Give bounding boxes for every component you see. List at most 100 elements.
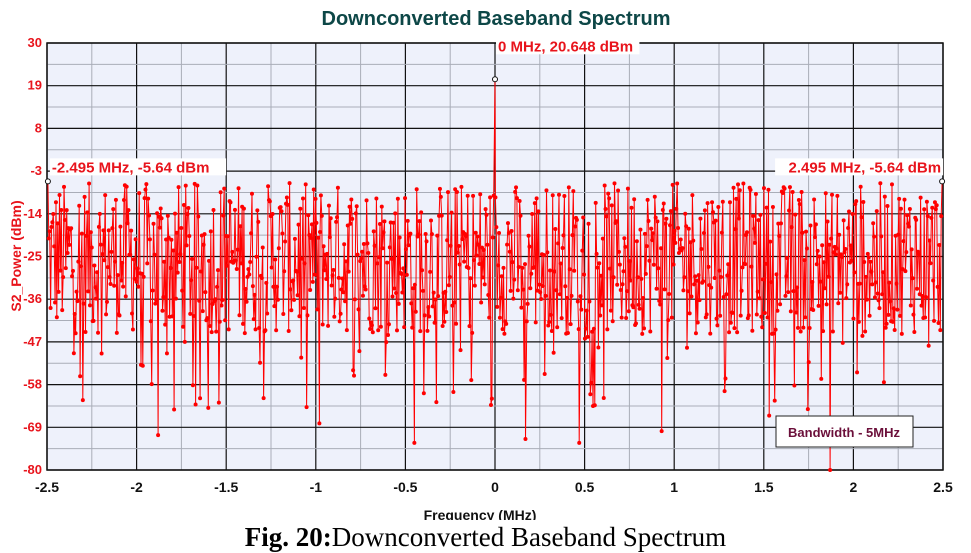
data-point (355, 252, 360, 257)
data-point (528, 286, 533, 291)
data-point (919, 303, 924, 308)
data-point (513, 189, 518, 194)
data-point (62, 218, 67, 223)
data-point (246, 267, 251, 272)
data-point (740, 265, 745, 270)
data-point (830, 192, 835, 197)
data-point (882, 194, 887, 199)
data-point (910, 276, 915, 281)
data-point (438, 194, 443, 199)
data-point (406, 243, 411, 248)
data-point (82, 194, 87, 199)
data-point (489, 396, 494, 401)
data-point (363, 287, 368, 292)
data-point (95, 270, 100, 275)
data-point (807, 325, 812, 330)
data-point (459, 184, 464, 189)
data-point (391, 220, 396, 225)
data-point (749, 264, 754, 269)
data-point (591, 326, 596, 331)
data-point (533, 320, 538, 325)
data-point (916, 252, 921, 257)
data-point (77, 203, 82, 208)
data-point (214, 329, 219, 334)
data-point (70, 268, 75, 273)
data-point (922, 207, 927, 212)
data-point (360, 249, 365, 254)
data-point (495, 304, 500, 309)
data-point (140, 363, 145, 368)
y-tick-label: -36 (23, 291, 42, 306)
data-point (780, 191, 785, 196)
data-point (765, 315, 770, 320)
data-point (198, 396, 203, 401)
data-point (514, 196, 519, 201)
data-point (644, 244, 649, 249)
data-point (362, 284, 367, 289)
data-point (61, 275, 66, 280)
data-point (334, 219, 339, 224)
data-point (125, 221, 130, 226)
data-point (401, 266, 406, 271)
data-point (651, 262, 656, 267)
x-tick-label: 0 (491, 479, 499, 495)
data-point (629, 205, 634, 210)
data-point (575, 299, 580, 304)
data-point (300, 256, 305, 261)
data-point (709, 285, 714, 290)
data-point (171, 248, 176, 253)
data-point (659, 429, 664, 434)
data-point (610, 319, 615, 324)
marker-point (44, 178, 51, 185)
data-point (652, 194, 657, 199)
data-point (930, 205, 935, 210)
data-point (853, 202, 858, 207)
data-point (760, 325, 765, 330)
data-point (536, 209, 541, 214)
data-point (772, 398, 777, 403)
data-point (291, 278, 296, 283)
data-point (545, 250, 550, 255)
data-point (327, 235, 332, 240)
data-point (875, 291, 880, 296)
data-point (87, 181, 92, 186)
data-point (344, 328, 349, 333)
data-point (505, 221, 510, 226)
data-point (470, 330, 475, 335)
data-point (413, 309, 418, 314)
data-point (104, 312, 109, 317)
data-point (581, 215, 586, 220)
data-point (471, 258, 476, 263)
data-point (306, 213, 311, 218)
data-point (55, 221, 60, 226)
data-point (47, 229, 52, 234)
data-point (825, 219, 830, 224)
data-point (71, 351, 76, 356)
data-point (258, 360, 263, 365)
data-point (471, 193, 476, 198)
data-point (139, 271, 144, 276)
data-point (704, 312, 709, 317)
data-point (871, 221, 876, 226)
data-point (628, 278, 633, 283)
data-point (768, 239, 773, 244)
data-point (743, 262, 748, 267)
data-point (727, 330, 732, 335)
data-point (614, 219, 619, 224)
data-point (560, 245, 565, 250)
data-point (589, 380, 594, 385)
data-point (567, 267, 572, 272)
data-point (378, 324, 383, 329)
data-point (722, 389, 727, 394)
data-point (353, 211, 358, 216)
data-point (505, 242, 510, 247)
data-point (387, 245, 392, 250)
data-point (454, 190, 459, 195)
data-point (236, 186, 241, 191)
data-point (497, 315, 502, 320)
data-point (672, 228, 677, 233)
data-point (803, 315, 808, 320)
data-point (668, 209, 673, 214)
data-point (100, 252, 105, 257)
data-point (371, 229, 376, 234)
